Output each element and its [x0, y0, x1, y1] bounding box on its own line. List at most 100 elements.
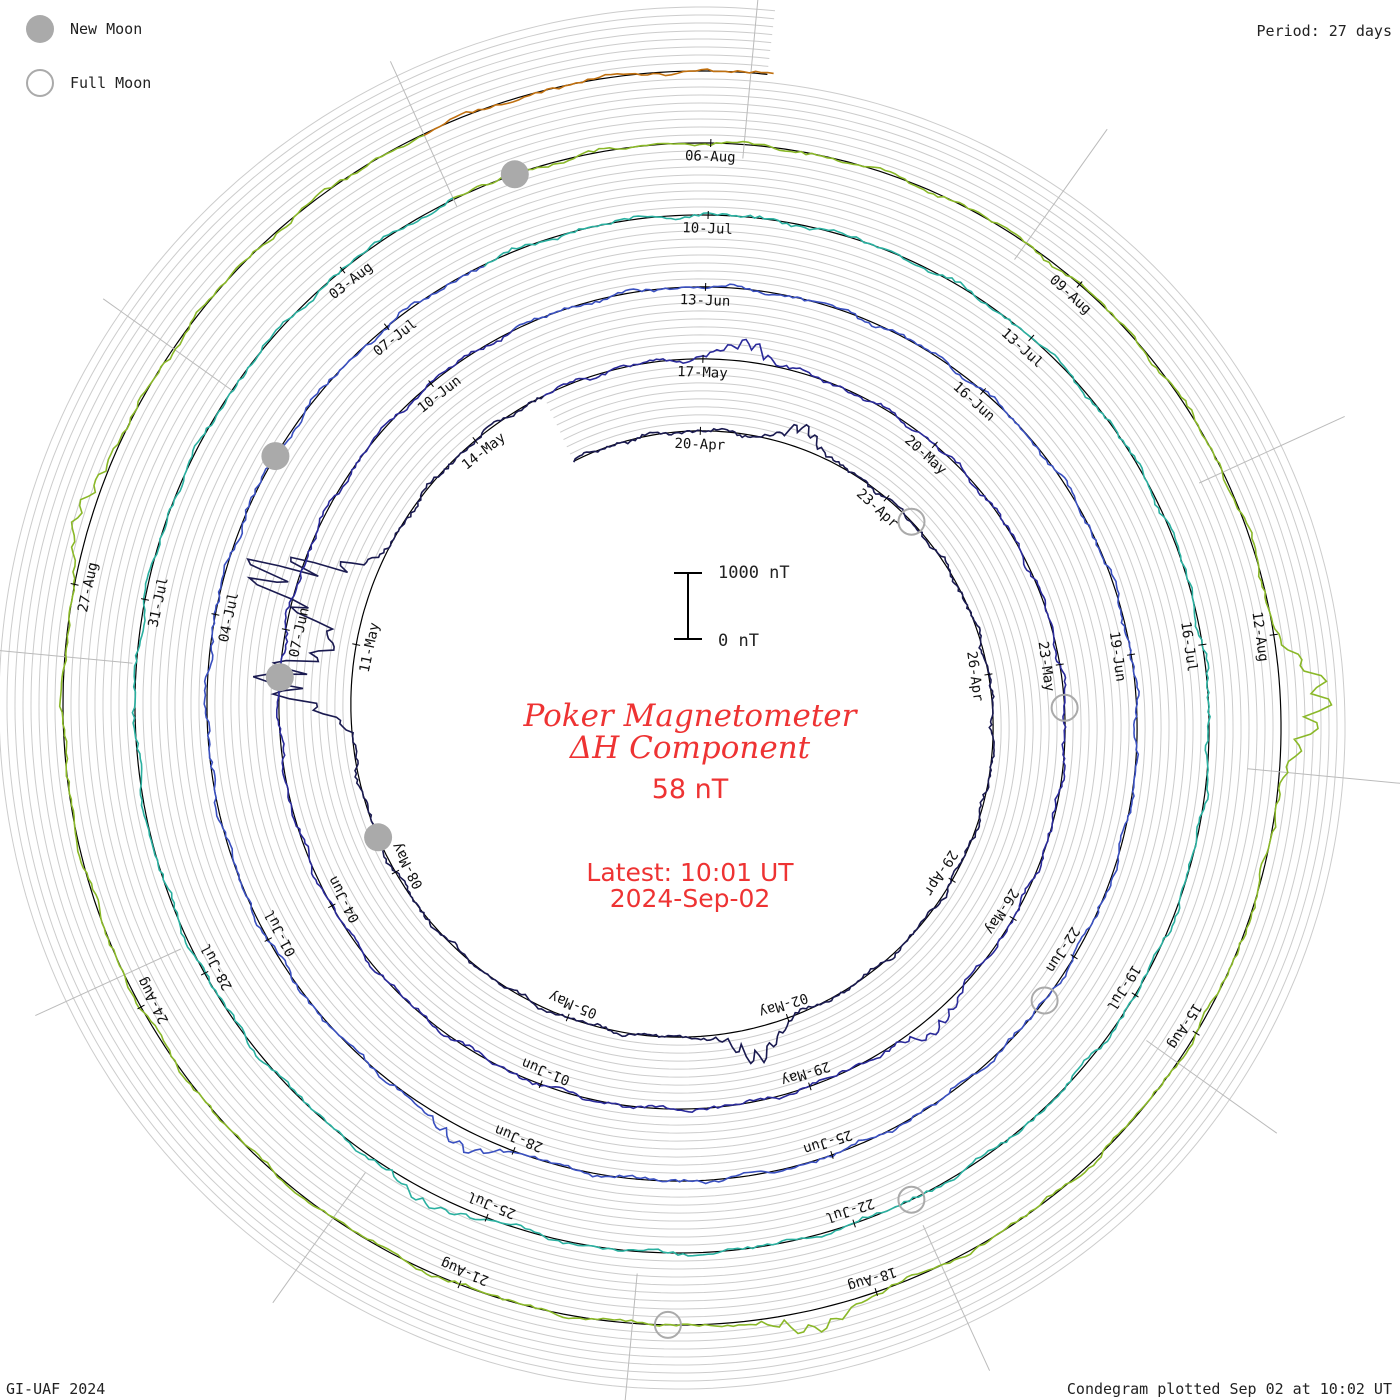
- tick-mark-30: [1131, 992, 1139, 998]
- tick-mark-20: [1127, 653, 1136, 656]
- grid-spiral-5: [22, 30, 1322, 1366]
- series-line-rotation-6: [423, 68, 774, 136]
- grid-spiral-3: [38, 46, 1306, 1350]
- new-moon-marker-2: [261, 442, 290, 471]
- tick-mark-14: [538, 1080, 543, 1089]
- tick-mark-28: [1028, 334, 1035, 342]
- new-moon-marker-1: [265, 663, 294, 692]
- full-moon-marker-1: [1050, 693, 1079, 722]
- tick-mark-8: [472, 436, 479, 444]
- legend-new-moon: New Moon: [26, 14, 142, 44]
- tick-mark-2: [984, 673, 993, 676]
- grid-spoke-7: [624, 1273, 638, 1400]
- tick-mark-25: [211, 613, 220, 616]
- tick-mark-12: [1009, 915, 1017, 922]
- latest-time: Latest: 10:01 UT: [586, 858, 794, 887]
- tick-label-8: 14-May: [459, 430, 509, 474]
- new-moon-marker-0: [364, 823, 393, 852]
- tick-label-7: 11-May: [357, 621, 383, 674]
- tick-label-16: 07-Jun: [286, 606, 312, 659]
- grid-spoke-5: [1146, 1040, 1278, 1134]
- grid-spoke-2: [1014, 128, 1108, 260]
- tick-mark-42: [137, 1004, 145, 1010]
- full-moon-marker-2: [1030, 986, 1059, 1015]
- new-moon-marker-3: [500, 160, 529, 189]
- tick-label-0: 20-Apr: [674, 436, 725, 454]
- tick-label-11: 23-May: [1035, 640, 1058, 692]
- legend-new-moon-label: New Moon: [70, 20, 143, 38]
- tick-label-34: 31-Jul: [146, 576, 172, 629]
- tick-label-14: 01-Jun: [519, 1054, 572, 1088]
- grid-spoke-0: [389, 61, 458, 208]
- full-moon-marker-4: [653, 1310, 682, 1339]
- tick-label-10: 20-May: [901, 432, 949, 478]
- tick-mark-26: [383, 323, 390, 331]
- tick-label-2: 26-Apr: [963, 650, 986, 702]
- tick-label-24: 01-Jul: [262, 907, 300, 959]
- tick-label-4: 02-May: [757, 989, 810, 1020]
- tick-label-39: 15-Aug: [1164, 1000, 1204, 1051]
- tick-label-42: 24-Aug: [134, 974, 172, 1026]
- legend-full-moon-label: Full Moon: [70, 74, 152, 92]
- tick-mark-5: [565, 1013, 570, 1022]
- full-moon-icon: [26, 69, 54, 97]
- tick-label-6: 08-May: [389, 839, 427, 891]
- tick-mark-3: [948, 877, 956, 883]
- tick-label-1: 23-Apr: [853, 486, 901, 532]
- grid-spoke-1: [742, 0, 759, 159]
- tick-mark-41: [457, 1280, 462, 1289]
- series-line-rotation-5: [58, 134, 1333, 1335]
- tick-mark-33: [200, 970, 209, 976]
- grid-spiral-2: [46, 54, 1298, 1342]
- full-moon-marker-0: [897, 507, 926, 536]
- tick-mark-43: [70, 583, 79, 586]
- tick-label-17: 10-Jun: [415, 373, 465, 417]
- grid-spoke-10: [0, 650, 133, 664]
- tick-label-30: 19-Jul: [1103, 962, 1143, 1013]
- tick-label-12: 26-May: [981, 885, 1021, 936]
- grid-spiral-7: [6, 14, 1338, 1382]
- title-line-1: Poker Magnetometer: [523, 698, 857, 734]
- chart-title: Poker Magnetometer ΔH Component: [440, 700, 940, 764]
- tick-label-37: 09-Aug: [1046, 272, 1094, 318]
- tick-label-36: 06-Aug: [685, 148, 736, 166]
- grid-spiral-8: [0, 6, 1346, 1390]
- tick-label-43: 27-Aug: [75, 561, 101, 614]
- series-line-rotation-4: [131, 197, 1211, 1257]
- latest-block: Latest: 10:01 UT 2024-Sep-02: [440, 860, 940, 912]
- tick-mark-24: [264, 937, 273, 942]
- scale-bar-bottom-label: 0 nT: [718, 631, 759, 651]
- series-line-rotation-3: [203, 265, 1140, 1185]
- grid-spoke-6: [922, 1224, 991, 1371]
- title-line-2: ΔH Component: [569, 730, 811, 766]
- tick-label-5: 05-May: [547, 988, 600, 1022]
- grid-spiral-4: [30, 38, 1314, 1358]
- grid-spiral-6: [14, 22, 1330, 1374]
- latest-date: 2024-Sep-02: [609, 884, 771, 913]
- tick-mark-1: [883, 494, 890, 502]
- tick-mark-39: [1192, 1030, 1200, 1036]
- tick-mark-15: [328, 903, 336, 909]
- grid-spoke-8: [272, 1172, 366, 1304]
- tick-label-28: 13-Jul: [998, 325, 1046, 371]
- tick-label-38: 12-Aug: [1248, 611, 1271, 663]
- tick-mark-7: [352, 643, 361, 646]
- tick-mark-11: [1055, 663, 1064, 666]
- grid-spoke-9: [35, 948, 182, 1017]
- grid-spoke-11: [102, 298, 234, 392]
- tick-label-20: 19-Jun: [1106, 630, 1129, 682]
- tick-mark-37: [1076, 281, 1083, 288]
- tick-mark-34: [140, 598, 150, 601]
- tick-mark-22: [830, 1150, 834, 1159]
- period-label: Period: 27 days: [1256, 22, 1392, 40]
- current-value: 58 nT: [651, 774, 729, 805]
- tick-mark-31: [852, 1219, 856, 1228]
- tick-mark-40: [874, 1287, 878, 1296]
- tick-mark-21: [1070, 954, 1078, 960]
- tick-mark-16: [281, 628, 290, 631]
- tick-label-18: 13-Jun: [679, 292, 730, 310]
- tick-mark-35: [339, 266, 346, 274]
- tick-mark-6: [391, 869, 400, 875]
- tick-mark-10: [931, 441, 938, 449]
